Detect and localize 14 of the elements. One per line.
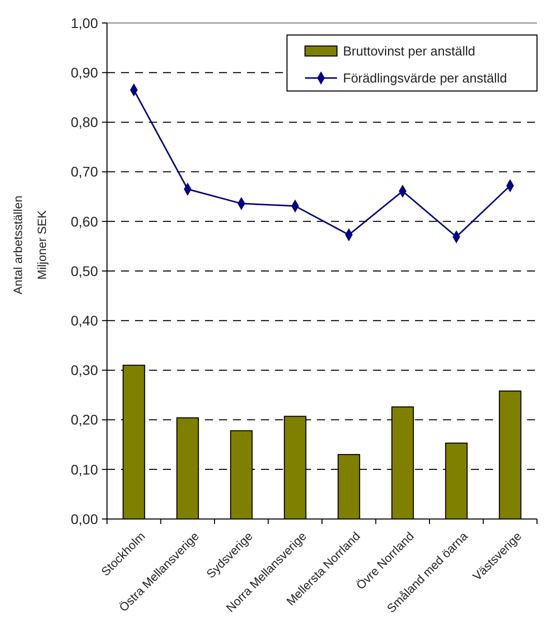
y-tick-label: 0,10 xyxy=(70,461,98,478)
y-tick-label: 0,90 xyxy=(70,64,98,80)
y-tick-label: 0,00 xyxy=(70,510,98,527)
y-tick-label: 0,20 xyxy=(70,412,98,428)
y-tick-label: 0,30 xyxy=(70,362,98,378)
y-tick-label: 0,70 xyxy=(70,164,98,180)
y-tick-label: 0,60 xyxy=(70,213,98,230)
legend-label: Bruttovinst per anställd xyxy=(343,44,476,59)
y-axis-title: Antal arbetsställen Miljoner SEK xyxy=(11,196,50,294)
y-tick-label: 0,50 xyxy=(70,262,98,279)
y-tick-label: 0,80 xyxy=(70,114,98,130)
legend-label: Förädlingsvärde per anställd xyxy=(343,70,508,86)
y-tick-label: 1,00 xyxy=(70,14,98,31)
y-tick-label: 0,40 xyxy=(70,312,98,328)
